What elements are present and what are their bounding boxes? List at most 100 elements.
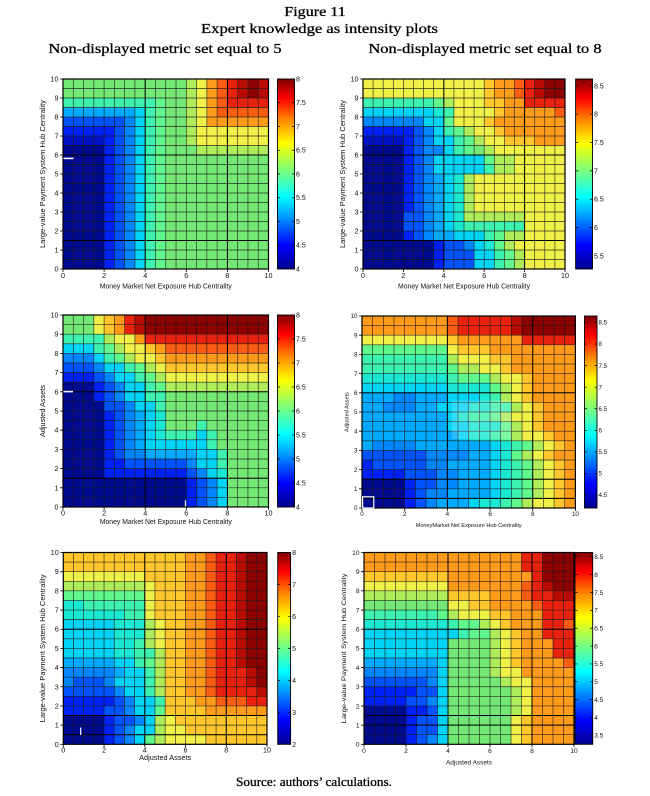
svg-text:6: 6 <box>488 748 492 755</box>
svg-text:7.5: 7.5 <box>594 140 604 147</box>
svg-text:2: 2 <box>356 703 360 710</box>
svg-text:8: 8 <box>594 572 598 579</box>
svg-text:10: 10 <box>265 509 273 518</box>
svg-text:7: 7 <box>355 132 359 141</box>
svg-text:8: 8 <box>225 509 229 518</box>
svg-text:6: 6 <box>356 627 360 634</box>
svg-text:0: 0 <box>55 503 59 512</box>
svg-text:3: 3 <box>356 684 360 691</box>
svg-text:5.5: 5.5 <box>594 253 604 260</box>
svg-text:Expert knowledge as intensity: Expert knowledge as intensity plots <box>201 21 438 36</box>
svg-text:10: 10 <box>352 550 360 557</box>
svg-text:3: 3 <box>292 710 296 717</box>
svg-text:0: 0 <box>361 271 365 280</box>
svg-text:7.5: 7.5 <box>296 336 306 343</box>
svg-text:4.5: 4.5 <box>296 243 306 250</box>
svg-text:Adjusted Assets: Adjusted Assets <box>446 760 493 767</box>
svg-text:8: 8 <box>354 352 358 359</box>
svg-text:2: 2 <box>292 742 296 749</box>
svg-text:6: 6 <box>184 746 188 755</box>
svg-text:7: 7 <box>594 168 598 175</box>
svg-text:6: 6 <box>355 151 359 160</box>
svg-text:4: 4 <box>55 426 59 435</box>
svg-text:5: 5 <box>599 471 603 478</box>
svg-text:10: 10 <box>51 75 59 84</box>
svg-text:8.5: 8.5 <box>599 320 608 327</box>
svg-text:2: 2 <box>403 511 407 518</box>
svg-text:3: 3 <box>55 682 59 691</box>
svg-text:6: 6 <box>594 225 598 232</box>
svg-text:4: 4 <box>143 271 147 280</box>
svg-text:6: 6 <box>184 509 188 518</box>
svg-text:7: 7 <box>296 360 300 367</box>
svg-text:8: 8 <box>225 271 229 280</box>
svg-text:10: 10 <box>265 271 273 280</box>
svg-text:2: 2 <box>404 748 408 755</box>
svg-text:Large-value Payment System Hub: Large-value Payment System Hub Centralit… <box>40 574 47 723</box>
svg-text:1: 1 <box>55 483 59 492</box>
svg-text:6: 6 <box>594 643 598 650</box>
svg-text:7: 7 <box>55 606 59 615</box>
svg-text:1: 1 <box>55 246 59 255</box>
svg-text:8: 8 <box>530 748 534 755</box>
svg-text:4: 4 <box>442 271 446 280</box>
svg-text:0: 0 <box>360 511 364 518</box>
svg-text:4: 4 <box>356 665 360 672</box>
svg-text:6: 6 <box>184 271 188 280</box>
svg-text:4: 4 <box>354 428 358 435</box>
svg-text:0: 0 <box>61 746 65 755</box>
svg-text:7: 7 <box>594 608 598 615</box>
svg-text:5.5: 5.5 <box>594 661 603 668</box>
svg-text:5: 5 <box>354 409 358 416</box>
svg-text:6: 6 <box>296 171 300 178</box>
svg-text:2: 2 <box>55 227 59 236</box>
svg-text:10: 10 <box>351 75 359 84</box>
svg-text:6: 6 <box>488 511 492 518</box>
svg-text:10: 10 <box>263 746 271 755</box>
svg-text:6: 6 <box>55 625 59 634</box>
svg-text:6.5: 6.5 <box>296 148 306 155</box>
svg-text:4: 4 <box>55 189 59 198</box>
svg-text:2: 2 <box>102 271 106 280</box>
svg-text:4.5: 4.5 <box>599 492 608 499</box>
svg-text:7: 7 <box>55 368 59 377</box>
svg-text:9: 9 <box>55 330 59 339</box>
svg-text:6: 6 <box>482 271 486 280</box>
svg-text:Large-value Payment System Hub: Large-value Payment System Hub Centralit… <box>40 99 47 248</box>
svg-text:7: 7 <box>296 124 300 131</box>
svg-text:4: 4 <box>296 266 300 273</box>
svg-text:Adjusted Assets: Adjusted Assets <box>139 755 192 762</box>
svg-text:8: 8 <box>292 550 296 557</box>
svg-text:2: 2 <box>355 227 359 236</box>
svg-text:Adjusted Assets: Adjusted Assets <box>40 384 47 437</box>
svg-text:5: 5 <box>296 219 300 226</box>
svg-text:9: 9 <box>356 569 360 576</box>
svg-text:5: 5 <box>594 679 598 686</box>
svg-text:8: 8 <box>55 349 59 358</box>
svg-text:Non-displayed metric set equal: Non-displayed metric set equal to 5 <box>49 41 282 56</box>
svg-text:3: 3 <box>55 208 59 217</box>
svg-text:6.5: 6.5 <box>594 625 603 632</box>
svg-text:8: 8 <box>355 113 359 122</box>
svg-text:0: 0 <box>355 265 359 274</box>
svg-text:4: 4 <box>594 715 598 722</box>
svg-text:5.5: 5.5 <box>296 195 306 202</box>
svg-text:5: 5 <box>296 456 300 463</box>
svg-text:9: 9 <box>354 332 358 339</box>
svg-text:7.5: 7.5 <box>594 590 603 597</box>
svg-text:4: 4 <box>446 748 450 755</box>
svg-text:8.5: 8.5 <box>594 83 604 90</box>
svg-text:8: 8 <box>356 588 360 595</box>
svg-text:5: 5 <box>355 170 359 179</box>
svg-text:3: 3 <box>354 448 358 455</box>
svg-text:6.5: 6.5 <box>594 197 604 204</box>
svg-text:2: 2 <box>354 467 358 474</box>
svg-text:2: 2 <box>102 509 106 518</box>
svg-text:5: 5 <box>55 170 59 179</box>
svg-text:7: 7 <box>354 371 358 378</box>
svg-text:6: 6 <box>55 387 59 396</box>
svg-text:4: 4 <box>55 663 59 672</box>
svg-text:Adjusted Assets: Adjusted Assets <box>345 392 351 432</box>
svg-text:9: 9 <box>55 94 59 103</box>
svg-text:5: 5 <box>55 407 59 416</box>
